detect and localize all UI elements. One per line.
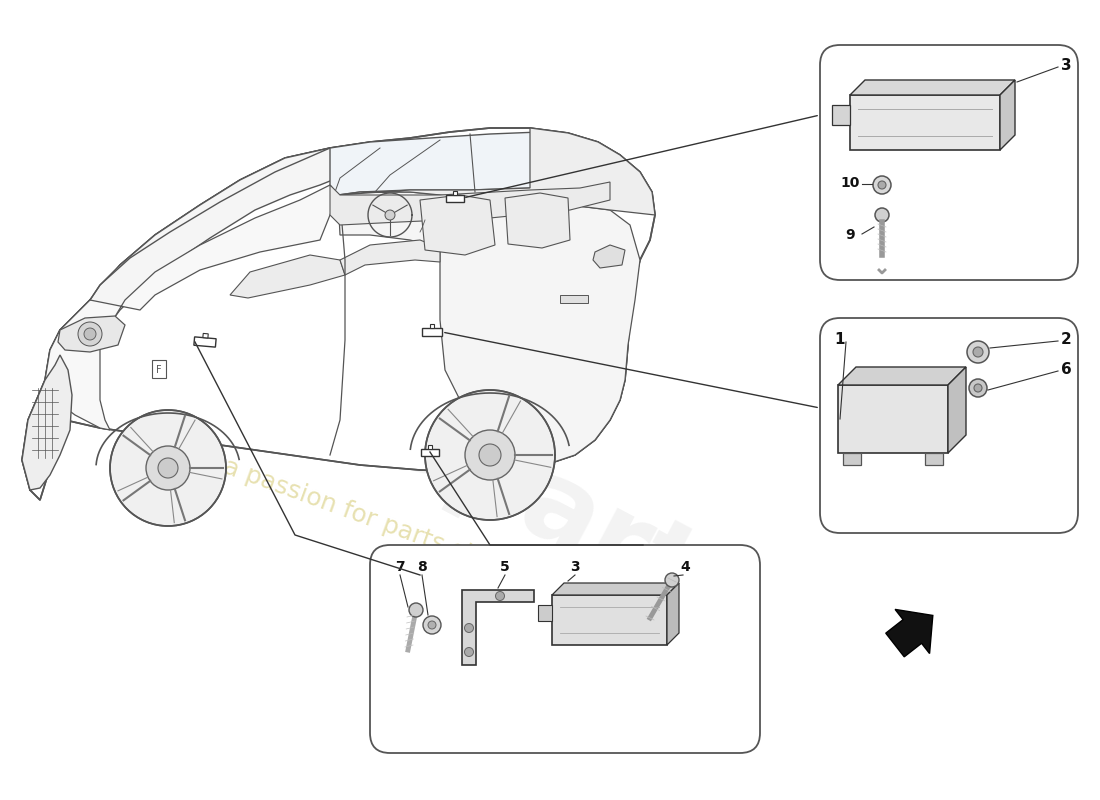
Circle shape [974,384,982,392]
Polygon shape [330,132,620,195]
Circle shape [464,647,473,657]
Circle shape [78,322,102,346]
Polygon shape [428,445,432,449]
Circle shape [974,347,983,357]
Bar [843,453,861,465]
Text: 3: 3 [1060,58,1071,73]
Polygon shape [552,583,679,595]
Polygon shape [421,449,439,455]
Polygon shape [430,324,434,328]
Polygon shape [948,367,966,453]
Bar [552,595,667,645]
Text: 5: 5 [500,560,510,574]
Polygon shape [453,191,458,194]
Text: 4: 4 [680,560,690,574]
Polygon shape [230,255,345,298]
Bar [925,453,943,465]
Polygon shape [446,194,464,202]
Polygon shape [838,367,966,385]
Text: 7: 7 [395,560,405,574]
Bar [560,295,588,303]
Polygon shape [505,193,570,248]
Bar [152,360,166,378]
Circle shape [969,379,987,397]
Circle shape [424,616,441,634]
Text: F: F [156,365,162,375]
Circle shape [158,458,178,478]
Circle shape [967,341,989,363]
Polygon shape [202,334,208,338]
Text: 8: 8 [417,560,427,574]
Polygon shape [194,337,216,347]
Polygon shape [330,182,610,225]
Polygon shape [420,195,495,255]
Polygon shape [850,80,1015,95]
Circle shape [84,328,96,340]
Text: 2: 2 [1060,333,1071,347]
Text: 10: 10 [840,176,860,190]
Circle shape [110,410,226,526]
Text: a passion for parts since 1955: a passion for parts since 1955 [220,454,583,606]
Circle shape [425,390,556,520]
Text: 9: 9 [845,228,855,242]
Circle shape [495,591,505,601]
Text: 3: 3 [570,560,580,574]
Polygon shape [1000,80,1015,150]
Circle shape [465,430,515,480]
Circle shape [428,621,436,629]
Polygon shape [422,328,442,336]
Circle shape [146,446,190,490]
Circle shape [409,603,424,617]
Bar [838,385,948,453]
Polygon shape [22,355,72,490]
Polygon shape [340,240,440,275]
Polygon shape [462,590,534,665]
Polygon shape [58,316,125,352]
Text: 6: 6 [1060,362,1071,378]
Polygon shape [338,192,640,470]
Bar [538,605,552,621]
FancyBboxPatch shape [820,318,1078,533]
Polygon shape [886,610,933,657]
Circle shape [878,181,886,189]
Polygon shape [338,128,654,215]
Bar [832,105,850,125]
Circle shape [874,208,889,222]
Circle shape [478,444,500,466]
Bar [850,95,1000,150]
Polygon shape [22,128,654,500]
Polygon shape [90,148,345,330]
Polygon shape [45,185,338,430]
Circle shape [666,573,679,587]
FancyBboxPatch shape [370,545,760,753]
Polygon shape [593,245,625,268]
FancyBboxPatch shape [820,45,1078,280]
Circle shape [873,176,891,194]
Circle shape [385,210,395,220]
Text: europarts: europarts [180,278,772,662]
Circle shape [464,623,473,633]
Polygon shape [667,583,679,645]
Text: 1: 1 [835,333,845,347]
